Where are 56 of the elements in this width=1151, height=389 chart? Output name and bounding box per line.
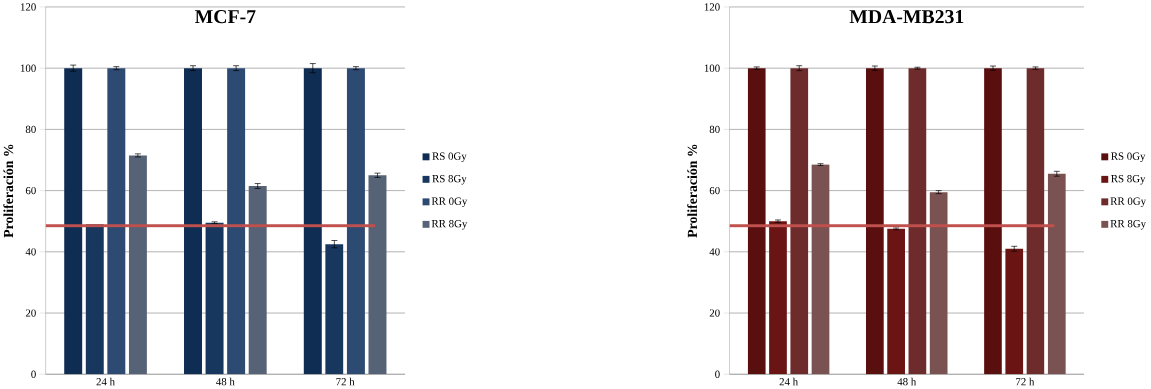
y-tick-label: 100 xyxy=(704,64,720,72)
legend-label: RR 8Gy xyxy=(431,220,468,230)
y-tick-label: 120 xyxy=(20,3,36,11)
y-tick-label: 80 xyxy=(709,125,720,134)
bar xyxy=(929,192,948,375)
bar xyxy=(811,164,830,375)
bar xyxy=(248,186,267,375)
y-axis-title: Proliferación % xyxy=(687,144,698,238)
bar xyxy=(128,155,147,375)
legend-label: RR 0Gy xyxy=(431,197,468,208)
bar xyxy=(747,68,766,375)
bar xyxy=(790,68,809,375)
y-tick-label: 120 xyxy=(704,3,720,11)
bar xyxy=(908,68,927,375)
bar xyxy=(1047,173,1066,375)
bar xyxy=(346,68,365,375)
x-tick-label: 24 h xyxy=(779,377,798,386)
bar xyxy=(1005,248,1024,375)
bar xyxy=(865,68,884,375)
bar xyxy=(984,68,1002,375)
legend-label: RS 8Gy xyxy=(1111,175,1146,185)
bar xyxy=(184,68,202,375)
y-tick-label: 40 xyxy=(709,248,720,256)
bar xyxy=(368,175,387,375)
y-tick-label: 20 xyxy=(709,309,720,317)
bar xyxy=(325,244,344,375)
y-tick-label: 0 xyxy=(31,370,36,379)
chart-title: MDA-MB231 xyxy=(849,10,964,24)
y-tick-label: 0 xyxy=(715,370,720,379)
legend-label: RR 8Gy xyxy=(1110,220,1147,230)
bar xyxy=(85,224,104,375)
bar xyxy=(64,68,83,375)
legend-label: RR 0Gy xyxy=(1110,197,1147,208)
legend-label: RS 0Gy xyxy=(432,152,467,163)
x-tick-label: 48 h xyxy=(897,377,917,386)
chart-title: MCF-7 xyxy=(195,10,256,24)
y-tick-label: 100 xyxy=(20,64,36,72)
y-tick-label: 20 xyxy=(25,309,36,317)
bar xyxy=(205,222,224,375)
x-tick-label: 72 h xyxy=(1016,377,1035,386)
bar xyxy=(107,68,126,375)
y-tick-label: 60 xyxy=(709,187,720,195)
x-tick-label: 24 h xyxy=(96,377,115,386)
bar xyxy=(303,68,322,375)
legend-label: RS 8Gy xyxy=(432,175,467,185)
bar xyxy=(769,221,787,375)
y-axis-title: Proliferación % xyxy=(3,144,14,238)
bar xyxy=(1026,68,1045,375)
legend-label: RS 0Gy xyxy=(1111,152,1146,163)
x-tick-label: 72 h xyxy=(336,377,355,386)
y-tick-label: 60 xyxy=(25,187,36,195)
x-tick-label: 48 h xyxy=(216,377,235,386)
bar xyxy=(887,229,905,375)
y-tick-label: 40 xyxy=(25,248,36,256)
bar xyxy=(227,68,246,375)
y-tick-label: 80 xyxy=(25,125,36,134)
